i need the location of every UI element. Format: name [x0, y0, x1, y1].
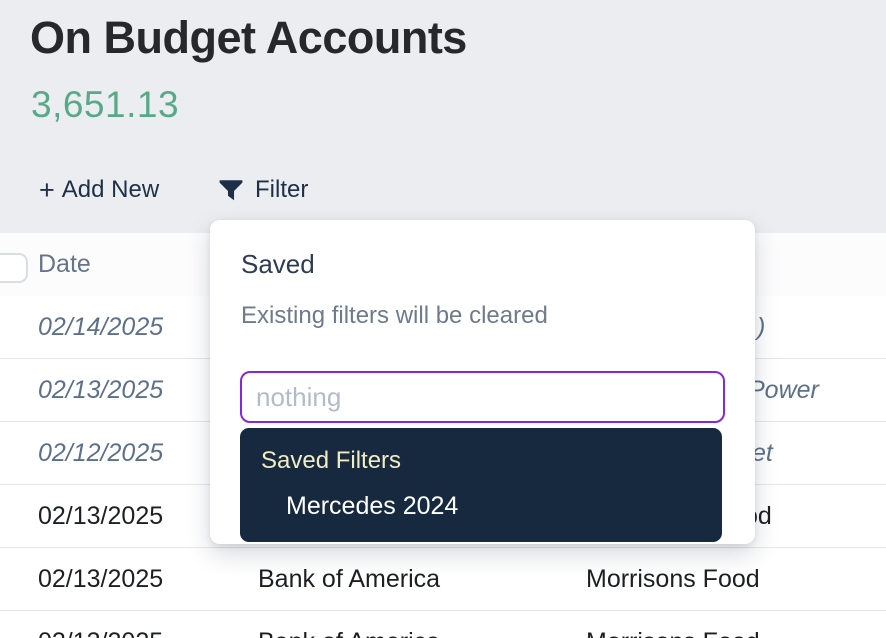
category-fragment: Power [748, 376, 819, 404]
dropdown-item-mercedes-2024[interactable]: Mercedes 2024 [286, 492, 459, 520]
date-cell: 02/14/2025 [38, 313, 164, 341]
page-header: On Budget Accounts 3,651.13 + Add New Fi… [0, 0, 886, 233]
add-new-label: Add New [61, 176, 160, 203]
account-balance: 3,651.13 [31, 84, 180, 125]
date-cell: 02/13/2025 [38, 376, 164, 404]
payee-cell: Bank of America [258, 611, 440, 638]
page-title: On Budget Accounts [30, 12, 467, 63]
saved-filters-dropdown: Saved Filters Mercedes 2024 [240, 428, 722, 542]
dropdown-group-label: Saved Filters [261, 447, 402, 474]
category-cell: Morrisons Food [586, 565, 760, 593]
date-cell: 02/12/2025 [38, 439, 164, 467]
date-cell: 02/13/2025 [38, 502, 164, 530]
payee-cell: Bank of America [258, 565, 441, 593]
category-fragment: et [752, 439, 773, 467]
transaction-row[interactable]: 02/13/2025 Bank of America Morrisons Foo… [0, 548, 886, 611]
popup-heading: Saved [241, 249, 315, 279]
filter-popup: Saved Existing filters will be cleared S… [210, 220, 755, 544]
plus-icon: + [39, 175, 55, 205]
filter-funnel-icon [218, 177, 255, 203]
saved-filter-input[interactable] [240, 371, 725, 423]
filter-label: Filter [255, 176, 309, 203]
date-cell: 02/13/2025 [38, 565, 164, 593]
category-cell: Morrisons Food [586, 611, 760, 638]
category-fragment: ) [757, 313, 766, 341]
add-new-button[interactable]: + Add New [39, 176, 159, 204]
transaction-row[interactable]: 02/13/2025 Bank of America Morrisons Foo… [0, 611, 886, 638]
popup-note: Existing filters will be cleared [241, 302, 548, 329]
date-cell: 02/13/2025 [38, 611, 163, 638]
column-header-date: Date [38, 250, 91, 278]
select-all-checkbox[interactable] [0, 253, 28, 283]
filter-button[interactable]: Filter [218, 176, 308, 204]
